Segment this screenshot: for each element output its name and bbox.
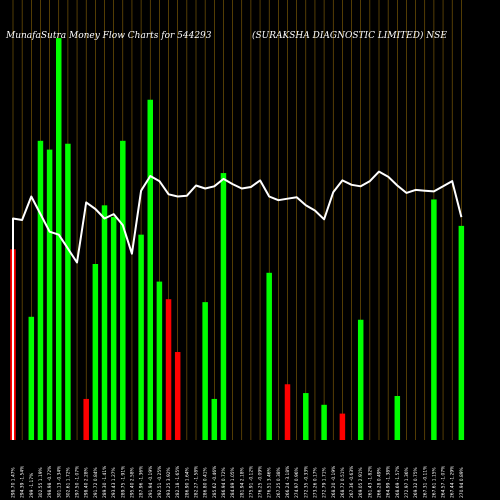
x-tick-label: 294.39 -1.54%: [20, 466, 26, 498]
flow-bar: [120, 140, 126, 441]
x-tick-label: 266.24 -3.18%: [285, 466, 291, 498]
flow-bar: [92, 264, 99, 440]
flow-bar: [37, 140, 44, 441]
flow-bar: [101, 205, 108, 440]
x-tick-label: 268.72 0.51%: [340, 467, 346, 498]
chart-title-right: (SURAKSHA DIAGNOSTIC LIMITED) NSE: [252, 30, 447, 41]
x-tick-label: 267.31 -0.11%: [422, 466, 428, 498]
x-tick-label: 266.28 0.49%: [377, 467, 383, 498]
flow-bar: [339, 413, 346, 440]
bar-series: [10, 38, 465, 441]
x-tick-label: 295.40 2.58%: [129, 467, 135, 498]
x-tick-label: 267.25 0.38%: [276, 467, 282, 498]
flow-bar: [65, 143, 71, 440]
flow-bar: [431, 199, 437, 440]
x-tick-label: 261.43 -1.82%: [367, 466, 373, 498]
flow-bar: [28, 316, 35, 440]
x-tick-label: 264.57 -1.07%: [441, 466, 447, 498]
flow-bar: [202, 302, 208, 440]
x-tick-label: 273.26 0.17%: [312, 467, 318, 498]
flow-bar: [138, 234, 144, 440]
x-tick-label: 286.80 0.41%: [203, 467, 209, 498]
x-tick-label: 293.43 1.27%: [111, 467, 117, 498]
flow-bar: [394, 396, 401, 440]
x-tick-label: 282.27 -1.58%: [194, 466, 200, 498]
x-tick-label: 298.98 -0.72%: [47, 466, 53, 498]
x-tick-label: 272.79 1.71%: [322, 467, 328, 498]
x-tick-label: 289.30 -1.41%: [102, 466, 108, 498]
flow-bar: [357, 319, 364, 440]
x-tick-label: 297.50 -1.07%: [75, 466, 81, 498]
x-tick-label: 272.97 1.36%: [404, 467, 410, 498]
x-tick-label: 264.99 -1.38%: [386, 466, 392, 498]
flow-bar: [147, 99, 153, 440]
x-tick-label: 268.20 -0.19%: [331, 466, 337, 498]
x-tick-label: 269.32 0.75%: [413, 467, 419, 498]
x-tick-label: 276.25 -0.09%: [258, 466, 264, 498]
flow-bar: [284, 384, 291, 440]
x-tick-label: 269.05 2.91%: [358, 467, 364, 498]
flow-bar: [156, 281, 163, 440]
flow-bar: [110, 217, 117, 440]
x-tick-label: 281.94 2.18%: [239, 467, 245, 498]
x-tick-label: 272.35 -0.33%: [303, 466, 309, 498]
x-tick-label: 286.94 0.72%: [221, 467, 227, 498]
x-tick-label: 302.55 1.19%: [38, 467, 44, 498]
x-tick-label: 291.94 -0.19%: [148, 466, 154, 498]
flow-bar: [56, 38, 62, 441]
x-tick-label: 299 -1.17%: [29, 473, 35, 498]
x-tick-label: 275.91 -0.12%: [248, 466, 254, 498]
x-tick-label: 267.44 -1.29%: [450, 466, 456, 498]
x-tick-label: 302.61 1.72%: [65, 467, 71, 498]
x-tick-label: 287.96 -1.36%: [139, 466, 145, 498]
flow-bar: [83, 398, 89, 440]
x-tick-label: 293.25 3.92%: [166, 467, 172, 498]
x-tick-label: 292.51 -0.25%: [157, 466, 163, 498]
x-tick-labels: 298.70 1.47% 294.39 -1.54% 299 -1.17% 302.5…: [11, 466, 465, 498]
price-line-series: [12, 170, 463, 440]
x-tick-label: 298.40 2.28%: [84, 467, 90, 498]
x-tick-label: 276.51 3.46%: [267, 467, 273, 498]
flow-bar: [303, 393, 309, 440]
x-tick-label: 291.72 0.84%: [93, 467, 99, 498]
x-tick-label: 286.90 1.64%: [184, 467, 190, 498]
x-tick-label: 284.89 1.05%: [230, 467, 236, 498]
flow-bar: [46, 149, 53, 440]
flow-bar: [165, 299, 172, 440]
x-tick-label: 301.13 -0.34%: [56, 466, 62, 498]
x-tick-label: 285.62 -0.46%: [212, 466, 218, 498]
flow-bar: [266, 272, 272, 440]
x-tick-label: 282.18 -1.65%: [175, 466, 181, 498]
flow-bar: [174, 352, 181, 440]
x-tick-label: 267.36 -0.63%: [349, 466, 355, 498]
x-tick-label: 270.94 0.89%: [459, 467, 465, 498]
flow-bar: [211, 398, 218, 440]
x-tick-label: 268.69 -1.57%: [395, 466, 401, 498]
x-tick-label: 267.61 1.15%: [431, 467, 437, 498]
flow-bar: [458, 225, 465, 440]
x-tick-label: 289.75 -1.91%: [120, 466, 126, 498]
price-line: [12, 170, 463, 440]
x-tick-label: 274.97 0.96%: [294, 467, 300, 498]
x-tick-label: 298.70 1.47%: [11, 467, 17, 498]
chart-title-left: MunafaSutra Money Flow Charts for 544293: [5, 31, 212, 41]
flow-bar: [220, 173, 227, 441]
flow-bar: [321, 404, 327, 440]
